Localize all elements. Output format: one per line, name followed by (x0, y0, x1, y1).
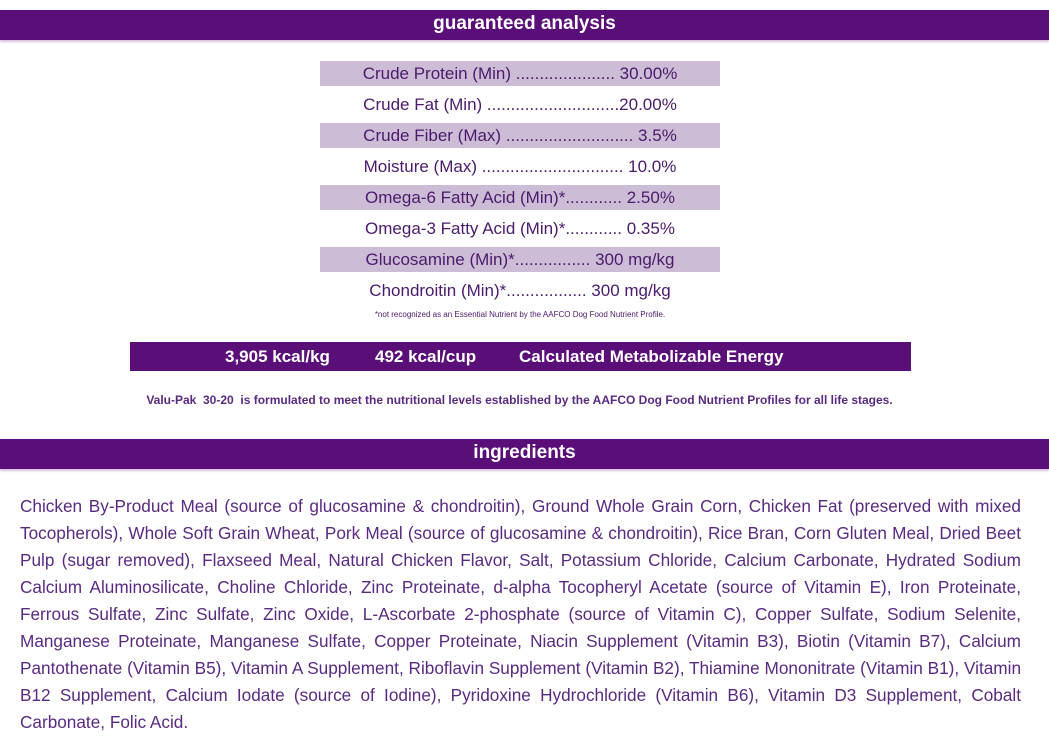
energy-kcal-per-kg: 3,905 kcal/kg (225, 347, 330, 366)
analysis-row-omega-6: Omega-6 Fatty Acid (Min)*............ 2.… (320, 185, 720, 210)
energy-label: Calculated Metabolizable Energy (519, 347, 784, 366)
guaranteed-analysis-header: guaranteed analysis (0, 10, 1049, 40)
analysis-row-moisture: Moisture (Max) .........................… (363, 157, 677, 176)
guaranteed-analysis-table: Crude Protein (Min) ....................… (320, 61, 720, 309)
analysis-footnote: *not recognized as an Essential Nutrient… (374, 310, 666, 319)
analysis-row-crude-protein: Crude Protein (Min) ....................… (320, 61, 720, 86)
analysis-row-glucosamine: Glucosamine (Min)*................ 300 m… (320, 247, 720, 272)
aafco-statement: Valu-Pak 30-20 is formulated to meet the… (146, 393, 893, 407)
metabolizable-energy-bar: 3,905 kcal/kg 492 kcal/cup Calculated Me… (130, 342, 911, 371)
analysis-row-crude-fat: Crude Fat (Min) ........................… (363, 95, 677, 114)
ingredients-header: ingredients (0, 439, 1049, 469)
analysis-row-chondroitin: Chondroitin (Min)*................. 300 … (369, 281, 671, 300)
ingredients-list: Chicken By-Product Meal (source of gluco… (20, 496, 1021, 732)
energy-kcal-per-cup: 492 kcal/cup (375, 347, 477, 366)
analysis-row-crude-fiber: Crude Fiber (Max) ......................… (320, 123, 720, 148)
analysis-row-omega-3: Omega-3 Fatty Acid (Min)*............ 0.… (365, 219, 675, 238)
